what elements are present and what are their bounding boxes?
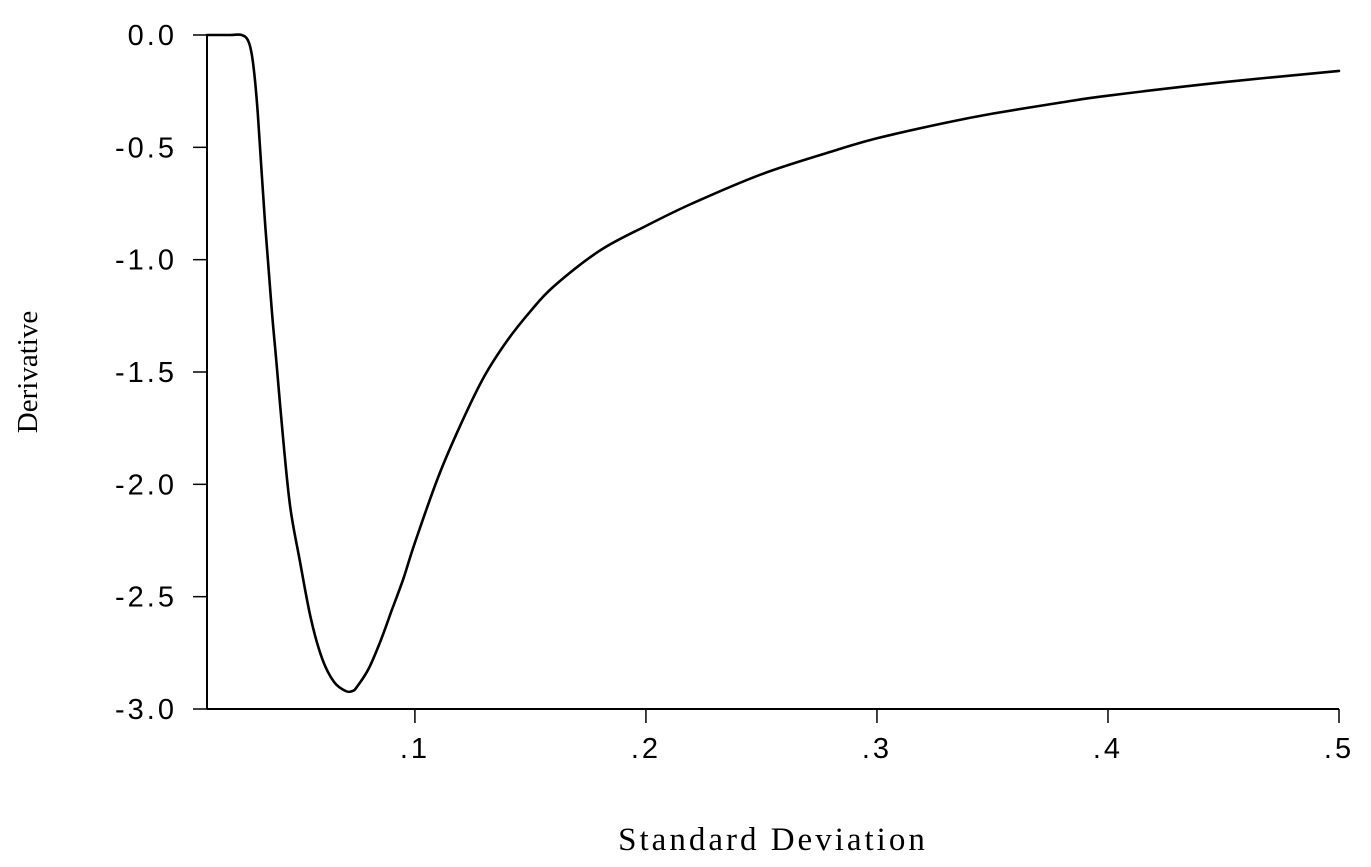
y-tick-label: -3.0: [115, 694, 177, 726]
y-tick-label: -2.0: [115, 469, 177, 501]
x-tick-label: .5: [1324, 733, 1354, 765]
y-tick-label: -0.5: [115, 132, 177, 164]
y-tick-label: -1.0: [115, 245, 177, 277]
x-axis-ticks: .1 .2 .3 .4 .5: [400, 709, 1354, 765]
y-tick-label: 0.0: [128, 20, 177, 52]
y-tick-label: -2.5: [115, 582, 177, 614]
y-tick-label: -1.5: [115, 357, 177, 389]
y-axis-title: Derivative: [12, 311, 44, 433]
x-tick-label: .3: [862, 733, 892, 765]
x-axis-title: Standard Deviation: [618, 822, 928, 858]
series-line: [205, 33, 1341, 694]
x-tick-label: .2: [631, 733, 661, 765]
x-tick-label: .1: [400, 733, 430, 765]
x-tick-label: .4: [1093, 733, 1123, 765]
y-axis-ticks: 0.0 -0.5 -1.0 -1.5 -2.0 -2.5 -3.0: [115, 20, 207, 726]
